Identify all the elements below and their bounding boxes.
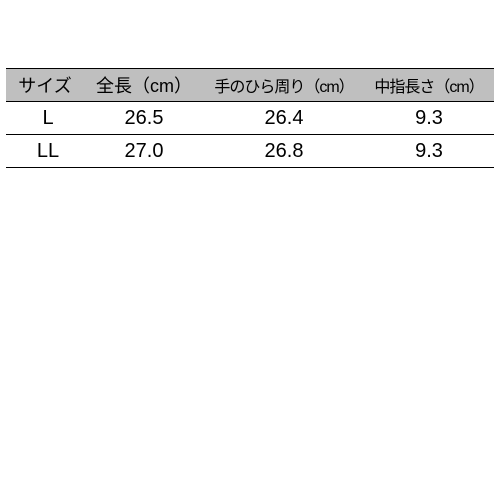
cell-finger: 9.3 [364, 135, 494, 168]
table-header-row: サイズ 全長（cm） 手のひら周り（cm） 中指長さ（cm） [6, 69, 494, 102]
cell-finger: 9.3 [364, 102, 494, 135]
cell-palm: 26.4 [204, 102, 364, 135]
col-header-finger: 中指長さ（cm） [364, 69, 494, 102]
cell-length: 27.0 [84, 135, 204, 168]
size-table-container: サイズ 全長（cm） 手のひら周り（cm） 中指長さ（cm） L 26.5 26… [6, 68, 494, 168]
cell-length: 26.5 [84, 102, 204, 135]
col-header-length: 全長（cm） [84, 69, 204, 102]
table-row: L 26.5 26.4 9.3 [6, 102, 494, 135]
col-header-palm: 手のひら周り（cm） [204, 69, 364, 102]
size-table: サイズ 全長（cm） 手のひら周り（cm） 中指長さ（cm） L 26.5 26… [6, 68, 494, 168]
cell-size: L [6, 102, 84, 135]
table-row: LL 27.0 26.8 9.3 [6, 135, 494, 168]
cell-size: LL [6, 135, 84, 168]
cell-palm: 26.8 [204, 135, 364, 168]
col-header-size: サイズ [6, 69, 84, 102]
